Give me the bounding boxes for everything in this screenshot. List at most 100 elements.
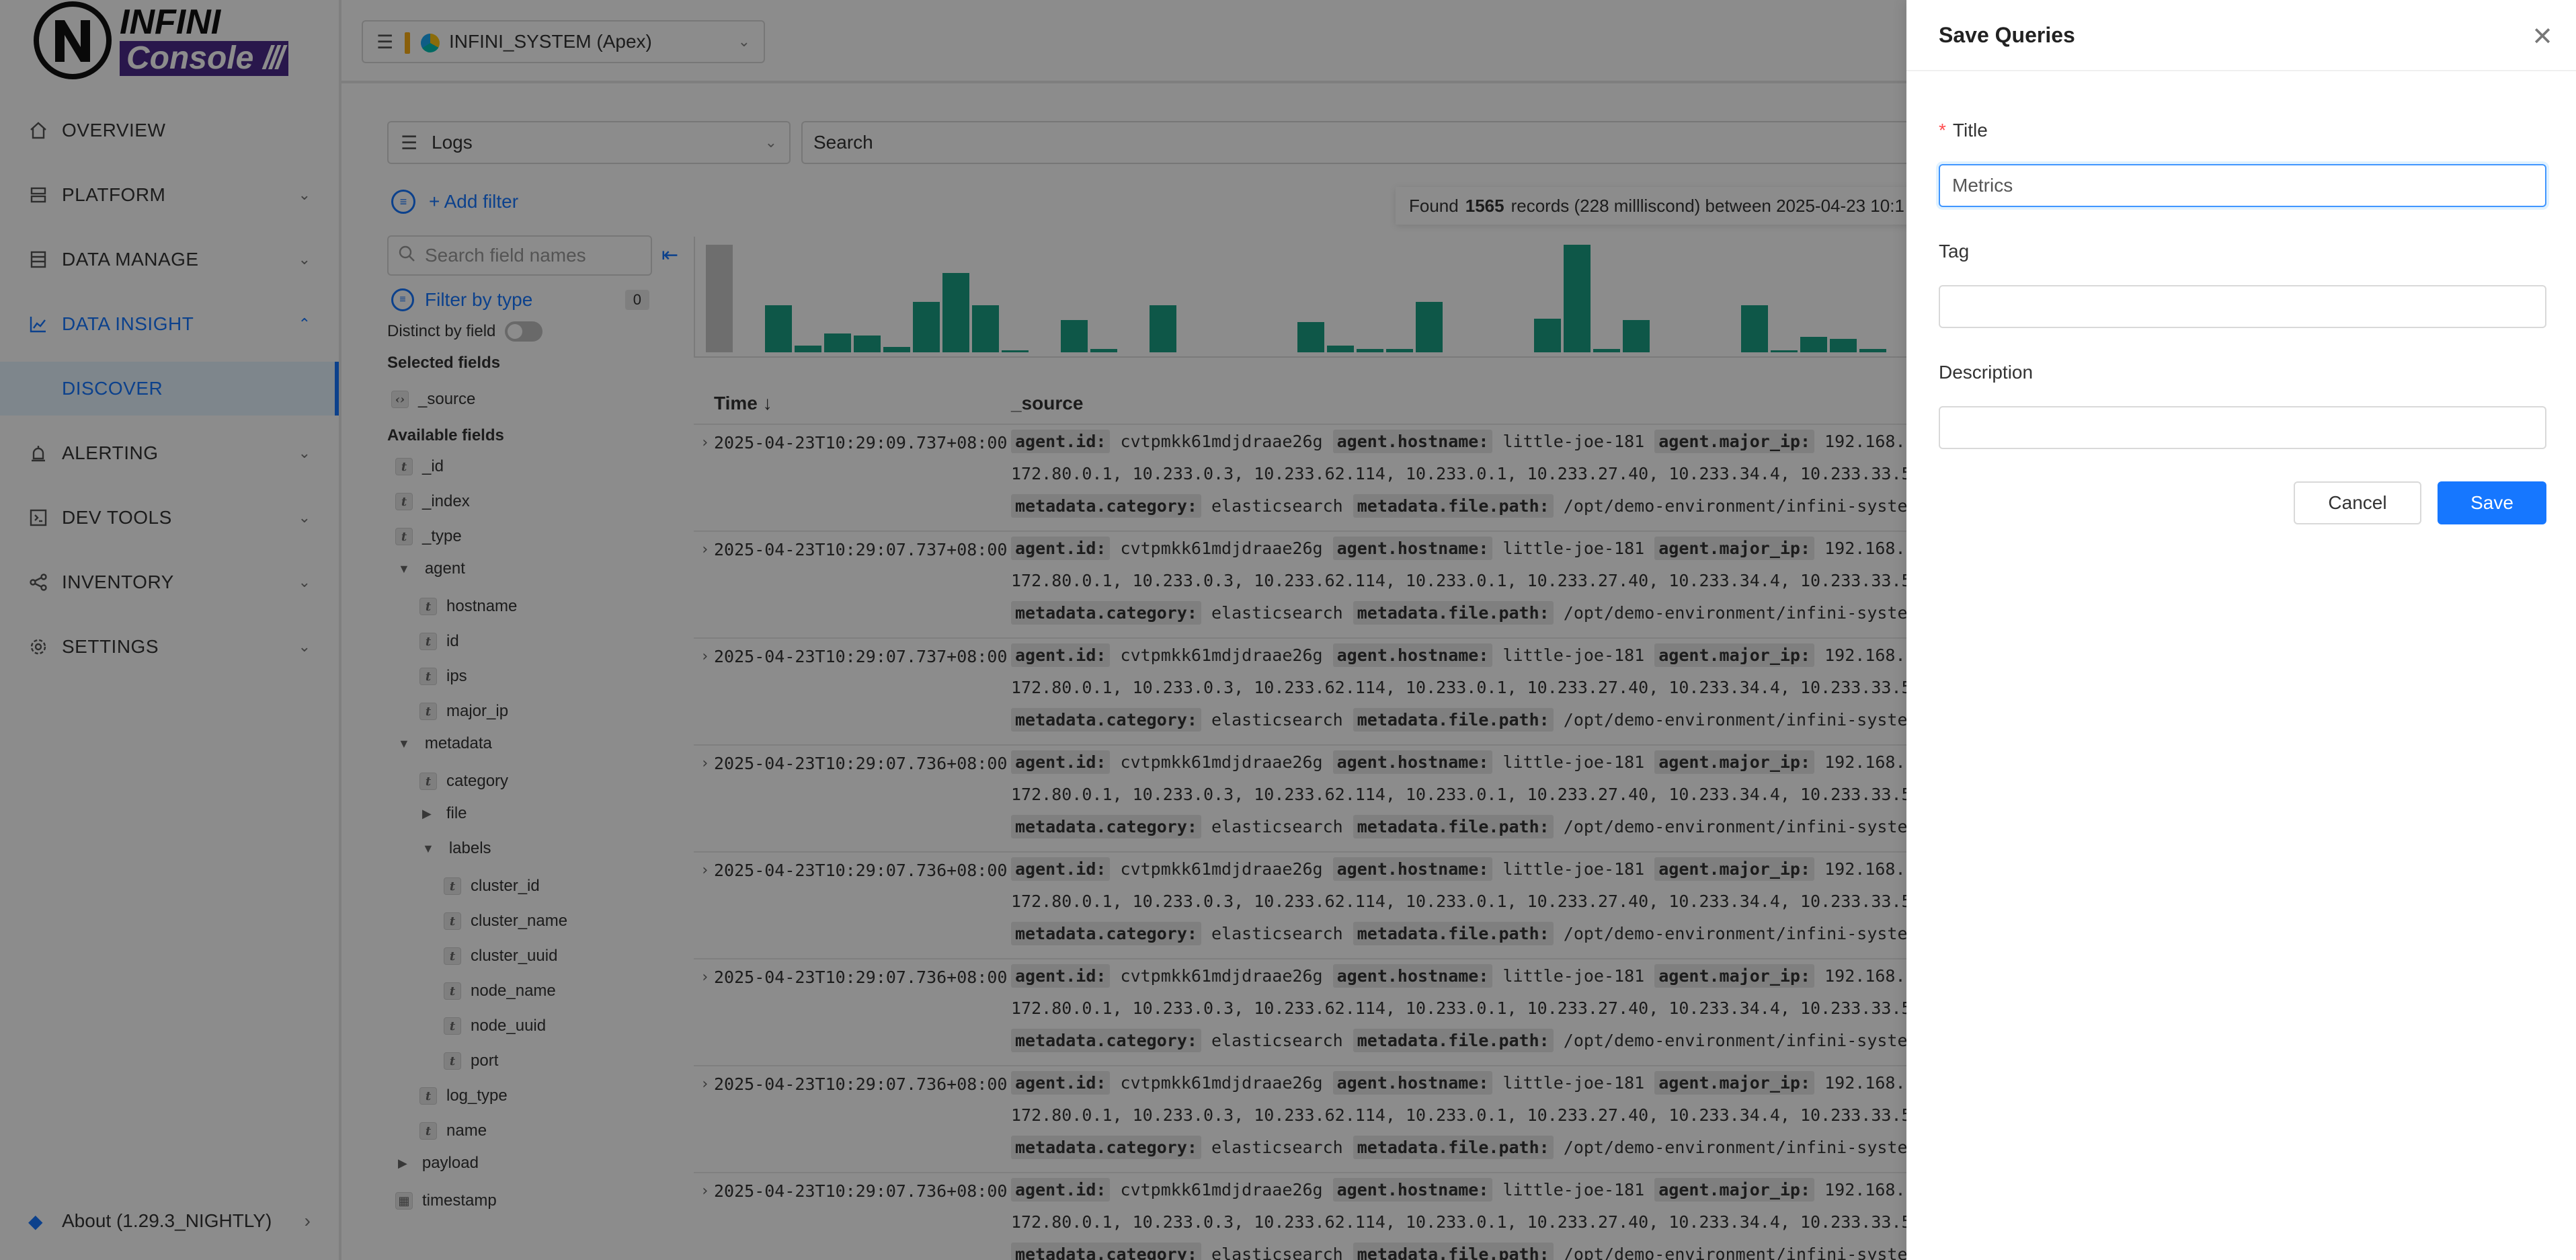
sidebar-item-alerting[interactable]: ALERTING ⌄	[0, 426, 339, 480]
field-item[interactable]: t cluster_id	[444, 873, 540, 900]
modal-mask[interactable]	[0, 0, 1906, 1260]
title-input[interactable]: Metrics	[1939, 164, 2546, 207]
sidebar-item-inventory[interactable]: INVENTORY ⌄	[0, 555, 339, 609]
expand-row-icon[interactable]: ›	[700, 1183, 710, 1199]
row-source-line: agent.id: cvtpmkk61mdjdraae26g agent.hos…	[1011, 964, 1946, 988]
histogram-bar[interactable]	[1564, 245, 1591, 352]
field-item[interactable]: t _index	[395, 488, 470, 515]
field-item[interactable]: t node_uuid	[444, 1013, 546, 1039]
expand-row-icon[interactable]: ›	[700, 434, 710, 451]
histogram-bar[interactable]	[1090, 349, 1117, 352]
field-item[interactable]: t category	[419, 768, 508, 795]
histogram-bar[interactable]	[1771, 350, 1798, 352]
field-item[interactable]: t node_name	[444, 978, 556, 1005]
table-row[interactable]: › 2025-04-23T10:29:07.736+08:00 agent.id: …	[694, 1173, 2576, 1260]
sidebar-item-overview[interactable]: OVERVIEW	[0, 104, 339, 157]
expand-row-icon[interactable]: ›	[700, 541, 710, 558]
column-source: _source	[1011, 393, 1084, 414]
expand-row-icon[interactable]: ›	[700, 969, 710, 986]
sidebar-item-platform[interactable]: PLATFORM ⌄	[0, 168, 339, 222]
table-row[interactable]: › 2025-04-23T10:29:09.737+08:00 agent.id: …	[694, 425, 2576, 532]
field-group-metadata[interactable]: ▼ metadata	[398, 734, 492, 752]
column-time[interactable]: Time ↓	[714, 393, 772, 414]
field-item[interactable]: t cluster_name	[444, 908, 567, 935]
expand-row-icon[interactable]: ›	[700, 862, 710, 879]
about-link[interactable]: ◆ About (1.29.3_NIGHTLY) ›	[0, 1194, 339, 1248]
table-row[interactable]: › 2025-04-23T10:29:07.736+08:00 agent.id: …	[694, 959, 2576, 1066]
close-icon[interactable]: ✕	[2532, 23, 2553, 51]
histogram-bar[interactable]	[1859, 349, 1886, 352]
field-group-agent[interactable]: ▼ agent	[398, 559, 465, 578]
histogram-bar[interactable]	[1623, 320, 1650, 352]
sidebar-item-label: PLATFORM	[62, 184, 166, 205]
histogram-bar[interactable]	[1002, 350, 1029, 352]
expand-row-icon[interactable]: ›	[700, 755, 710, 772]
histogram-bar[interactable]	[795, 346, 821, 352]
field-item[interactable]: t _id	[395, 453, 444, 480]
tag-label: Tag	[1939, 241, 1970, 262]
histogram-bar[interactable]	[1593, 349, 1620, 352]
sidebar-item-settings[interactable]: SETTINGS ⌄	[0, 620, 339, 674]
histogram-bar[interactable]	[1061, 320, 1088, 352]
histogram-bar[interactable]	[972, 305, 999, 352]
sidebar-item-data-insight[interactable]: DATA INSIGHT ⌃	[0, 297, 339, 351]
distinct-toggle[interactable]	[505, 321, 543, 342]
collapse-panel-icon[interactable]: ⇤	[661, 244, 679, 266]
field-item[interactable]: t ips	[419, 663, 467, 690]
description-input[interactable]	[1939, 406, 2546, 449]
histogram-bar[interactable]	[1800, 337, 1827, 352]
field-item[interactable]: t name	[419, 1117, 487, 1144]
cancel-button[interactable]: Cancel	[2294, 481, 2421, 524]
histogram-bar[interactable]	[1416, 302, 1443, 352]
field-item[interactable]: t port	[444, 1048, 498, 1074]
field-item[interactable]: t major_ip	[419, 698, 508, 725]
table-row[interactable]: › 2025-04-23T10:29:07.736+08:00 agent.id: …	[694, 746, 2576, 853]
histogram-bar[interactable]	[765, 305, 792, 352]
add-filter-button[interactable]: ≡ + Add filter	[391, 187, 518, 216]
histogram-bar[interactable]	[854, 336, 881, 352]
histogram-bar[interactable]	[1297, 322, 1324, 352]
expand-row-icon[interactable]: ›	[700, 1076, 710, 1093]
histogram-bar[interactable]	[942, 273, 969, 352]
table-row[interactable]: › 2025-04-23T10:29:07.736+08:00 agent.id: …	[694, 1066, 2576, 1173]
app-logo[interactable]: INFINI Console///	[32, 0, 315, 81]
expand-row-icon[interactable]: ›	[700, 648, 710, 665]
histogram-bar[interactable]	[824, 333, 851, 352]
field-item[interactable]: t hostname	[419, 593, 517, 620]
field-item[interactable]: t cluster_uuid	[444, 943, 557, 970]
diamond-icon: ◆	[28, 1210, 43, 1232]
alarm-icon	[28, 443, 48, 463]
table-row[interactable]: › 2025-04-23T10:29:07.737+08:00 agent.id: …	[694, 532, 2576, 639]
histogram-bar[interactable]	[706, 245, 733, 352]
field-item[interactable]: t id	[419, 628, 459, 655]
index-select[interactable]: ☰ Logs ⌄	[387, 121, 791, 164]
histogram-bar[interactable]	[1534, 319, 1561, 352]
sidebar: INFINI Console/// OVERVIEW PLATFORM ⌄ DA…	[0, 0, 341, 1260]
histogram-bar[interactable]	[1830, 339, 1857, 352]
field-group-payload[interactable]: ▶ payload	[398, 1154, 479, 1172]
histogram-bar[interactable]	[883, 347, 910, 352]
caret-right-icon: ▶	[422, 806, 432, 820]
save-button[interactable]: Save	[2438, 481, 2546, 524]
field-item[interactable]: t _type	[395, 523, 462, 550]
row-source-line: 172.80.0.1, 10.233.0.3, 10.233.62.114, 1…	[1011, 571, 1932, 590]
histogram-bar[interactable]	[1150, 305, 1176, 352]
sidebar-item-dev-tools[interactable]: DEV TOOLS ⌄	[0, 491, 339, 545]
cluster-select[interactable]: ☰ INFINI_SYSTEM (Apex) ⌄	[362, 20, 765, 63]
histogram-bar[interactable]	[1386, 349, 1413, 352]
field-search-input[interactable]: Search field names	[387, 235, 652, 276]
field-group-file[interactable]: ▶ file	[422, 804, 467, 822]
sidebar-item-discover[interactable]: DISCOVER	[0, 362, 339, 416]
table-row[interactable]: › 2025-04-23T10:29:07.737+08:00 agent.id: …	[694, 639, 2576, 746]
histogram-bar[interactable]	[913, 302, 940, 352]
sidebar-item-data-manage[interactable]: DATA MANAGE ⌄	[0, 233, 339, 286]
filter-by-type-button[interactable]: ≡ Filter by type 0	[391, 286, 649, 313]
tag-input[interactable]	[1939, 285, 2546, 328]
selected-field-source[interactable]: ‹› _source	[391, 386, 475, 413]
histogram-bar[interactable]	[1741, 305, 1768, 352]
field-item[interactable]: t log_type	[419, 1082, 508, 1109]
histogram-bar[interactable]	[1357, 349, 1383, 352]
histogram-bar[interactable]	[1327, 346, 1354, 352]
field-item[interactable]: ▦ timestamp	[395, 1187, 497, 1214]
field-group-labels[interactable]: ▼ labels	[422, 839, 491, 857]
